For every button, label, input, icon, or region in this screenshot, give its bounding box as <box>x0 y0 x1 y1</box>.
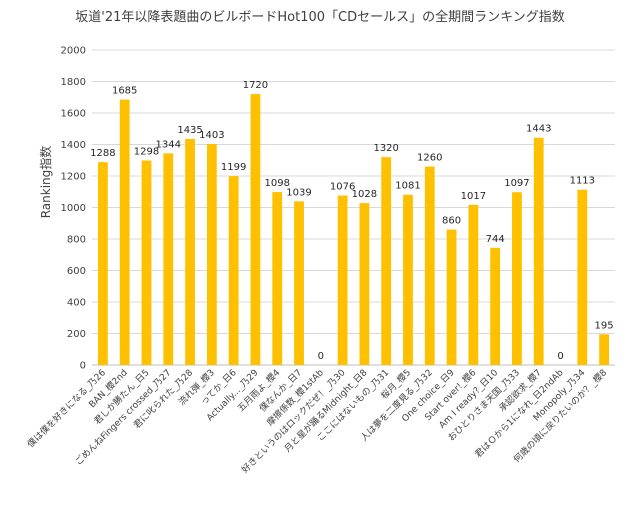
bar <box>533 137 544 365</box>
data-label: 1028 <box>352 189 377 200</box>
data-label: 0 <box>557 351 563 362</box>
y-tick-label: 1200 <box>61 172 86 183</box>
bar <box>185 138 195 365</box>
data-label: 1113 <box>570 176 595 187</box>
data-label: 1076 <box>330 182 355 193</box>
data-label: 1288 <box>90 148 115 159</box>
y-tick-label: 1800 <box>61 77 86 88</box>
bar <box>97 162 108 365</box>
bar <box>228 176 239 365</box>
y-tick-label: 600 <box>67 266 86 277</box>
bar <box>119 99 130 366</box>
y-tick-label: 1000 <box>61 203 86 214</box>
data-label: 0 <box>318 351 324 362</box>
y-axis-label: Ranking指数 <box>38 146 53 219</box>
bar <box>577 189 588 365</box>
bar <box>272 192 283 365</box>
bar <box>512 192 522 365</box>
data-label: 1443 <box>526 124 551 135</box>
data-label: 1720 <box>243 80 268 91</box>
bar <box>337 195 348 365</box>
bar <box>424 166 435 365</box>
data-label: 1435 <box>177 125 202 136</box>
y-tick-label: 800 <box>67 235 86 246</box>
data-label: 1081 <box>395 181 420 192</box>
data-label: 1403 <box>199 130 224 141</box>
bar <box>446 229 457 365</box>
bar <box>141 160 152 365</box>
data-label: 1097 <box>504 178 529 189</box>
bar <box>163 153 174 365</box>
bar <box>206 144 217 365</box>
data-label: 1320 <box>373 143 398 154</box>
y-tick-label: 1400 <box>61 140 86 151</box>
y-tick-label: 2000 <box>61 46 86 57</box>
bar <box>381 157 392 365</box>
data-label: 195 <box>595 320 614 331</box>
data-label: 860 <box>442 216 461 227</box>
bar <box>250 94 261 365</box>
bars <box>97 94 610 366</box>
bar <box>359 203 370 365</box>
bar <box>468 204 479 365</box>
data-label: 1039 <box>286 187 311 198</box>
data-label: 1298 <box>134 147 159 158</box>
data-label: 744 <box>486 234 505 245</box>
bar <box>403 194 413 365</box>
y-tick-label: 0 <box>80 361 86 372</box>
bar <box>490 247 501 365</box>
x-axis-ticks: 僕は僕を好きになる_乃26BAN_櫻2nd君しか勝たん_日5ごめんねFinger… <box>25 366 610 475</box>
y-axis-ticks: 0 200 400 600 800 1000 1200 1400 1600 1800 2000 <box>61 46 86 372</box>
y-tick-label: 400 <box>67 298 86 309</box>
data-label: 1344 <box>156 139 181 150</box>
y-tick-label: 200 <box>67 329 86 340</box>
data-label: 1098 <box>265 178 290 189</box>
y-tick-label: 1600 <box>61 109 86 120</box>
data-label: 1017 <box>461 191 486 202</box>
data-label: 1199 <box>221 162 246 173</box>
gridlines <box>92 49 615 366</box>
data-label: 1685 <box>112 86 137 97</box>
data-label: 1260 <box>417 153 442 164</box>
bar <box>599 334 610 365</box>
chart-title: 坂道'21年以降表題曲のビルボードHot100「CDセールス」の全期間ランキング… <box>75 10 565 25</box>
bar <box>294 201 304 365</box>
